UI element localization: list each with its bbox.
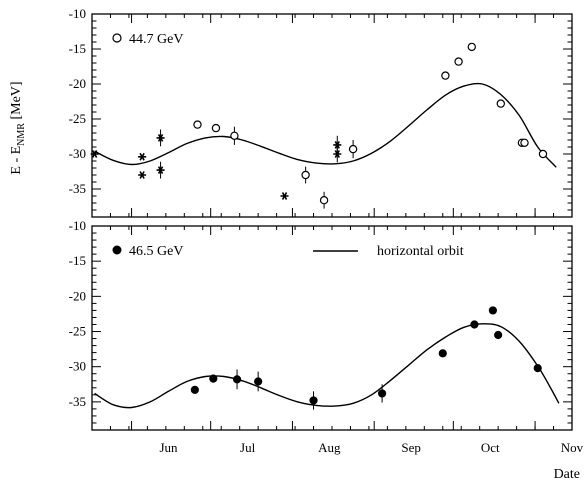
legend-label: 46.5 GeV bbox=[129, 244, 183, 259]
orbit-curve-bottom bbox=[94, 323, 560, 409]
star-point bbox=[333, 141, 342, 149]
filled-circle-point bbox=[378, 389, 387, 398]
open-circle-point bbox=[348, 144, 358, 154]
x-tick-label: Jul bbox=[240, 440, 256, 455]
filled-circle-point bbox=[488, 306, 497, 315]
star-point bbox=[280, 192, 289, 200]
model-curves bbox=[94, 82, 560, 409]
star-point bbox=[333, 150, 342, 158]
y-tick-label: -30 bbox=[69, 146, 86, 161]
x-tick-label: Nov bbox=[561, 440, 584, 455]
star-point bbox=[156, 166, 165, 174]
x-axis-title: Date bbox=[554, 467, 580, 482]
open-circle-point bbox=[230, 131, 239, 140]
legend: 44.7 GeV 46.5 GeV horizontal orbit bbox=[112, 32, 464, 259]
y-tick-label: -15 bbox=[69, 41, 86, 56]
open-circle-point bbox=[193, 120, 202, 129]
y-tick-label: -35 bbox=[69, 394, 86, 409]
data-points bbox=[90, 42, 548, 410]
star-point bbox=[138, 171, 147, 179]
open-circle-point bbox=[467, 42, 476, 52]
filled-circle-point bbox=[190, 385, 199, 395]
y-tick-label: -10 bbox=[69, 6, 86, 21]
legend-open-circle bbox=[112, 33, 122, 43]
open-circle-point bbox=[301, 170, 310, 180]
y-tick-label: -20 bbox=[69, 76, 86, 91]
y-tick-label: -30 bbox=[69, 359, 86, 374]
open-circle-point bbox=[319, 195, 329, 205]
y-tick-label: -25 bbox=[69, 324, 86, 339]
open-circle-point bbox=[211, 123, 221, 133]
filled-circle-point bbox=[470, 320, 479, 329]
orbit-curve-top bbox=[94, 82, 557, 168]
x-tick-label: Oct bbox=[481, 440, 500, 455]
y-tick-label: -25 bbox=[69, 111, 86, 126]
legend-filled-circle bbox=[112, 245, 122, 255]
y-tick-label: -20 bbox=[69, 288, 86, 303]
axis-ticks: -10 -15 -20 -25 -30 -35 -10 -15 -20 -25 -30 -35 Jun J… bbox=[69, 6, 584, 455]
filled-circle-point bbox=[533, 363, 542, 373]
legend-label: 44.7 GeV bbox=[129, 32, 183, 47]
filled-circle-point bbox=[232, 375, 242, 384]
y-axis-title-subscript: NMR bbox=[16, 123, 27, 146]
filled-circle-point bbox=[494, 330, 503, 340]
open-circle-point bbox=[520, 138, 529, 147]
y-tick-label: -35 bbox=[69, 181, 86, 196]
open-circle-point bbox=[538, 149, 548, 159]
y-axis-title: E - ENMR [MeV] bbox=[9, 81, 27, 174]
legend-label: horizontal orbit bbox=[377, 244, 464, 259]
open-circle-point bbox=[441, 71, 450, 80]
star-point bbox=[138, 152, 147, 161]
star-point bbox=[156, 134, 165, 142]
open-circle-point bbox=[454, 57, 463, 66]
open-circle-point bbox=[496, 99, 505, 108]
x-tick-label: Aug bbox=[318, 440, 341, 455]
y-tick-label: -10 bbox=[69, 218, 86, 233]
y-axis-title-unit: [MeV] bbox=[9, 81, 24, 123]
x-tick-label: Jun bbox=[159, 440, 178, 455]
filled-circle-point bbox=[438, 349, 447, 358]
filled-circle-point bbox=[254, 377, 263, 386]
y-tick-label: -15 bbox=[69, 253, 86, 268]
panel-frames bbox=[91, 13, 573, 431]
x-tick-label: Sep bbox=[401, 440, 421, 455]
filled-circle-point bbox=[209, 374, 218, 383]
filled-circle-point bbox=[309, 396, 318, 405]
y-axis-title-main: E - E bbox=[9, 146, 24, 175]
